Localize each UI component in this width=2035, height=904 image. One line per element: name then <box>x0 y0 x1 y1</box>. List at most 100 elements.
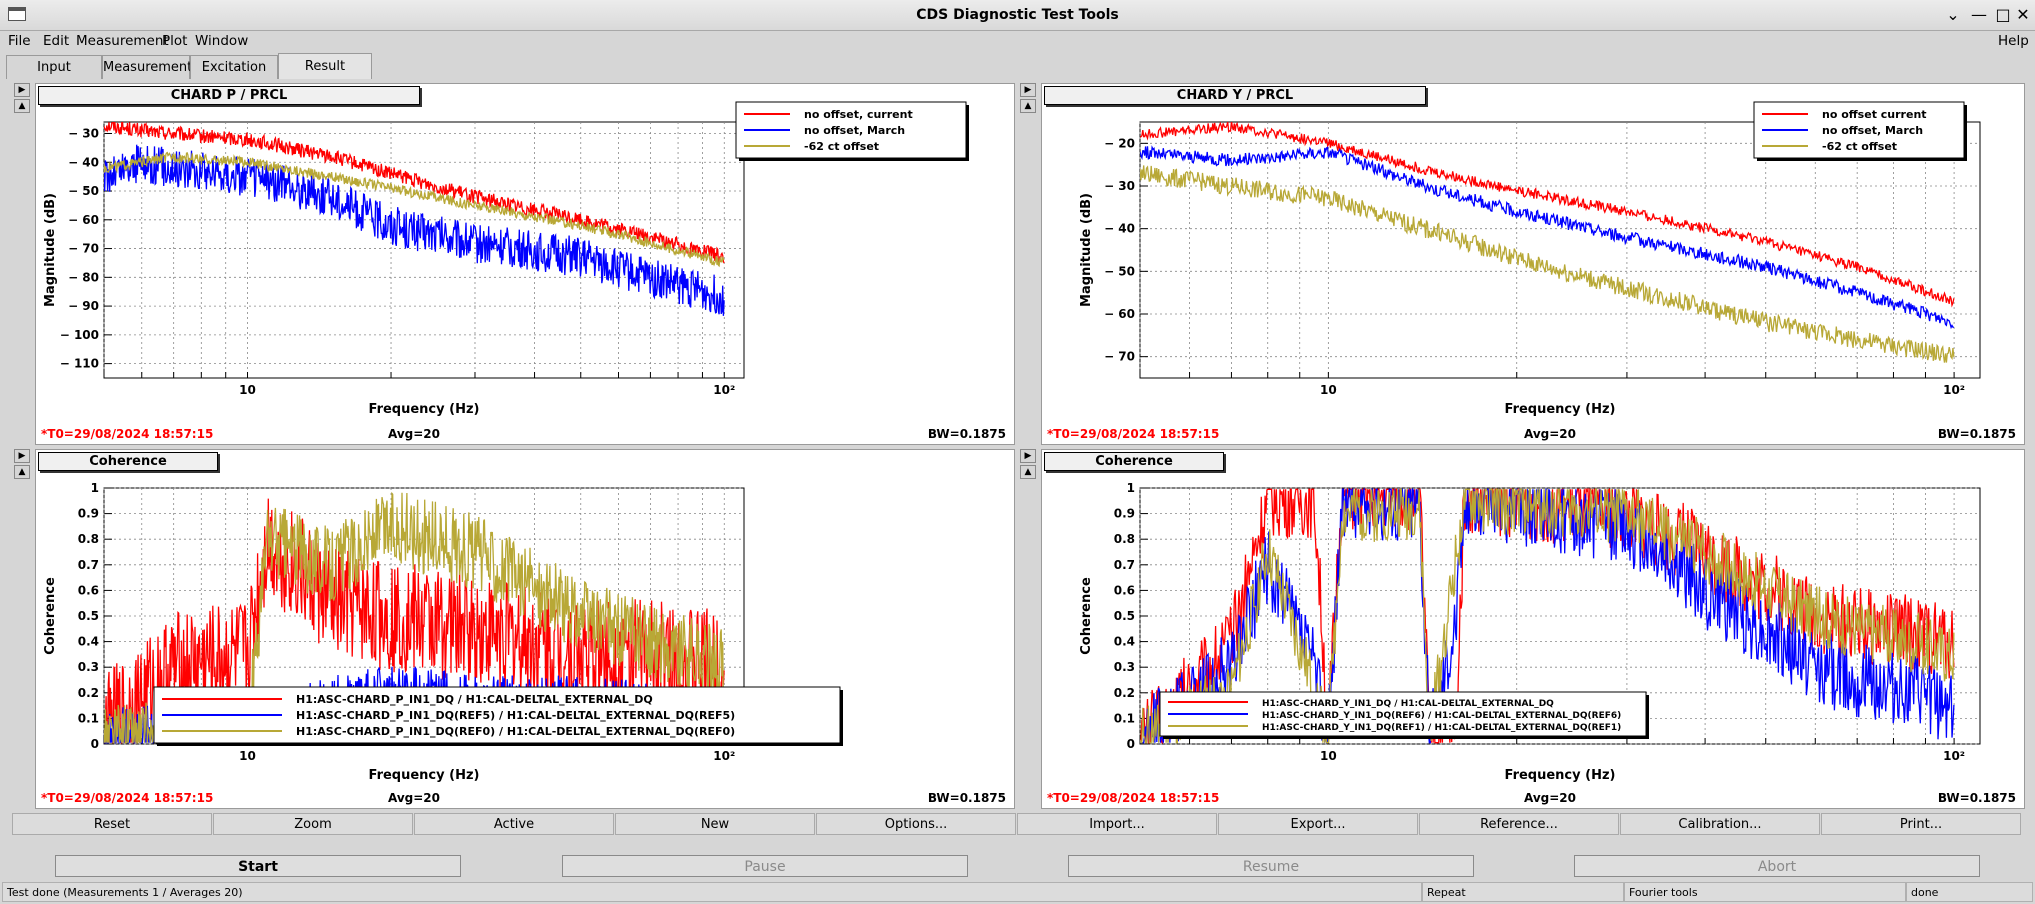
title-bar: CDS Diagnostic Test Tools ⌄ — □ ✕ <box>0 0 2035 31</box>
pause-button[interactable]: Pause <box>562 855 968 877</box>
y-tick-label: − 90 <box>68 299 99 313</box>
pane2-collapse-button[interactable]: ▲ <box>1020 99 1036 113</box>
x-axis-label: Frequency (Hz) <box>369 402 480 417</box>
menu-edit[interactable]: Edit <box>43 33 70 49</box>
magnitude-plot-pane-y[interactable]: CHARD Y / PRCL − 20 − 30 − 40 − 50 − 60 − 70 1… <box>1041 83 2025 445</box>
print-button[interactable]: Print... <box>1821 813 2021 835</box>
plot-title: Coherence <box>1044 452 1224 471</box>
t0-timestamp: *T0=29/08/2024 18:57:15 <box>41 427 213 441</box>
new-button[interactable]: New <box>615 813 815 835</box>
y-tick-label: − 70 <box>1104 350 1135 364</box>
series-line <box>1140 488 1955 744</box>
legend-label: H1:ASC-CHARD_P_IN1_DQ(REF0) / H1:CAL-DEL… <box>296 725 735 738</box>
series-line <box>1140 122 1955 308</box>
series-line <box>1140 145 1954 330</box>
y-tick-label: 0.6 <box>1114 583 1135 597</box>
coherence-chart-y[interactable]: 0 0.1 0.2 0.3 0.4 0.5 0.6 0.7 0.8 0.9 1 10 10² Freque… <box>1042 450 2025 809</box>
bandwidth-label: BW=0.1875 <box>1938 791 2016 805</box>
resume-button[interactable]: Resume <box>1068 855 1474 877</box>
abort-button[interactable]: Abort <box>1574 855 1980 877</box>
legend-label: -62 ct offset <box>1822 140 1897 153</box>
window-icon <box>8 7 26 21</box>
legend-label: H1:ASC-CHARD_P_IN1_DQ(REF5) / H1:CAL-DEL… <box>296 709 735 722</box>
y-tick-label: − 30 <box>68 127 99 141</box>
export-button[interactable]: Export... <box>1218 813 1418 835</box>
menu-measurement[interactable]: Measurement <box>76 33 169 49</box>
plot-title: CHARD Y / PRCL <box>1044 86 1426 105</box>
y-tick-label: − 50 <box>68 184 99 198</box>
tab-measurement[interactable]: Measurement <box>102 55 192 79</box>
y-tick-label: 0.2 <box>78 686 99 700</box>
x-axis-label: Frequency (Hz) <box>1505 768 1616 783</box>
pane2-expand-button[interactable]: ▶ <box>1020 83 1036 97</box>
x-tick-label: 10² <box>1943 749 1965 763</box>
import-button[interactable]: Import... <box>1017 813 1217 835</box>
tab-input[interactable]: Input <box>6 55 102 79</box>
coherence-chart-p[interactable]: 0 0.1 0.2 0.3 0.4 0.5 0.6 0.7 0.8 0.9 1 10 10² Freque… <box>36 450 1015 809</box>
status-state: done <box>1906 882 2033 902</box>
coherence-plot-pane-p[interactable]: Coherence 0 0.1 0.2 0.3 0.4 0.5 0.6 0.7 0.8 0.9 1 1… <box>35 449 1015 809</box>
x-tick-label: 10 <box>239 749 256 763</box>
options-button[interactable]: Options... <box>816 813 1016 835</box>
minimize-icon[interactable]: — <box>1971 5 1987 24</box>
y-tick-label: 0.5 <box>1114 609 1135 623</box>
y-tick-label: 0.4 <box>1114 635 1135 649</box>
x-tick-label: 10² <box>713 749 735 763</box>
active-button[interactable]: Active <box>414 813 614 835</box>
zoom-button[interactable]: Zoom <box>213 813 413 835</box>
tab-result[interactable]: Result <box>278 53 372 79</box>
menu-plot[interactable]: Plot <box>162 33 188 49</box>
y-axis-label: Magnitude (dB) <box>1079 193 1094 307</box>
y-tick-label: − 60 <box>68 213 99 227</box>
y-tick-label: 0.3 <box>78 660 99 674</box>
y-tick-label: 0.6 <box>78 583 99 597</box>
start-button[interactable]: Start <box>55 855 461 877</box>
pane4-expand-button[interactable]: ▶ <box>1020 449 1036 463</box>
y-tick-label: 0.8 <box>78 532 99 546</box>
close-icon[interactable]: ✕ <box>2016 5 2030 24</box>
menu-file[interactable]: File <box>8 33 31 49</box>
y-tick-label: 0.9 <box>78 507 99 521</box>
status-message: Test done (Measurements 1 / Averages 20) <box>2 882 1422 902</box>
coherence-plot-pane-y[interactable]: Coherence 0 0.1 0.2 0.3 0.4 0.5 0.6 0.7 0.8 0.9 1 1… <box>1041 449 2025 809</box>
reference-button[interactable]: Reference... <box>1419 813 1619 835</box>
plot-title: Coherence <box>38 452 218 471</box>
y-tick-label: 0.2 <box>1114 686 1135 700</box>
series-line <box>1140 165 1955 363</box>
legend-label: no offset, March <box>1822 124 1923 137</box>
reset-button[interactable]: Reset <box>12 813 212 835</box>
averages-label: Avg=20 <box>1524 427 1576 441</box>
y-tick-label: 0.1 <box>1114 711 1135 725</box>
pane4-collapse-button[interactable]: ▲ <box>1020 465 1036 479</box>
calibration-button[interactable]: Calibration... <box>1620 813 1820 835</box>
legend-label: H1:ASC-CHARD_Y_IN1_DQ / H1:CAL-DELTAL_EX… <box>1262 699 1554 709</box>
shade-icon[interactable]: ⌄ <box>1946 5 1960 24</box>
magnitude-chart-p[interactable]: − 30 − 40 − 50 − 60 − 70 − 80 − 90 − 100 − 110 10… <box>36 84 1015 445</box>
averages-label: Avg=20 <box>1524 791 1576 805</box>
magnitude-plot-pane-p[interactable]: CHARD P / PRCL − 30− 40− 50− 60− 70− 80−… <box>35 83 1015 445</box>
averages-label: Avg=20 <box>388 427 440 441</box>
menu-help[interactable]: Help <box>1998 33 2029 49</box>
y-tick-label: 0.8 <box>1114 532 1135 546</box>
menu-bar: File Edit Measurement Plot Window Help <box>0 30 2035 52</box>
averages-label: Avg=20 <box>388 791 440 805</box>
window-title: CDS Diagnostic Test Tools <box>916 7 1119 23</box>
legend-label: no offset current <box>1822 108 1927 121</box>
magnitude-chart-y[interactable]: − 20 − 30 − 40 − 50 − 60 − 70 10 10² Frequency (… <box>1042 84 2025 445</box>
tab-excitation[interactable]: Excitation <box>190 55 278 79</box>
y-tick-label: − 40 <box>1104 222 1135 236</box>
y-tick-label: − 60 <box>1104 307 1135 321</box>
pane3-expand-button[interactable]: ▶ <box>14 449 30 463</box>
pane1-collapse-button[interactable]: ▲ <box>14 99 30 113</box>
y-tick-label: 0 <box>1127 737 1135 751</box>
status-bar: Test done (Measurements 1 / Averages 20)… <box>0 882 2035 904</box>
menu-window[interactable]: Window <box>195 33 249 49</box>
maximize-icon[interactable]: □ <box>1995 5 2011 24</box>
t0-timestamp: *T0=29/08/2024 18:57:15 <box>41 791 213 805</box>
pane3-collapse-button[interactable]: ▲ <box>14 465 30 479</box>
x-axis-label: Frequency (Hz) <box>1505 402 1616 417</box>
plot-title: CHARD P / PRCL <box>38 86 420 105</box>
y-tick-label: 0.4 <box>78 635 99 649</box>
y-tick-label: − 30 <box>1104 179 1135 193</box>
pane1-expand-button[interactable]: ▶ <box>14 83 30 97</box>
